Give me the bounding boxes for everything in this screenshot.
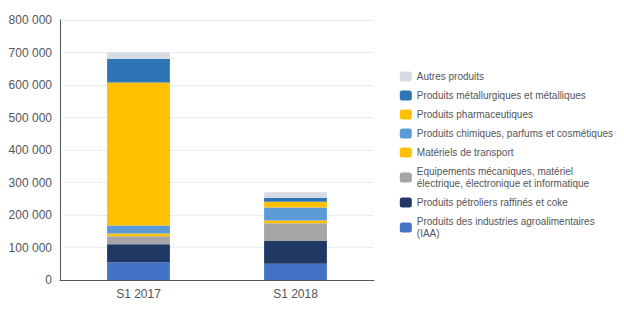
svg-text:Autres produits: Autres produits	[417, 71, 484, 82]
svg-text:200 000: 200 000	[9, 208, 53, 222]
svg-text:100 000: 100 000	[9, 241, 53, 255]
svg-text:500 000: 500 000	[9, 111, 53, 125]
svg-text:Matériels de transport: Matériels de transport	[417, 147, 514, 158]
svg-text:Produits des industries agroal: Produits des industries agroalimentaires	[417, 216, 595, 227]
svg-text:Produits chimiques, parfums et: Produits chimiques, parfums et cosmétiqu…	[417, 128, 613, 139]
svg-text:Produits pharmaceutiques: Produits pharmaceutiques	[417, 109, 533, 120]
svg-text:600 000: 600 000	[9, 78, 53, 92]
svg-text:(IAA): (IAA)	[417, 228, 440, 239]
svg-text:Produits pétroliers raffinés e: Produits pétroliers raffinés et coke	[417, 197, 568, 208]
svg-text:0: 0	[45, 273, 52, 287]
svg-text:700 000: 700 000	[9, 46, 53, 60]
svg-text:S1 2018: S1 2018	[273, 287, 318, 301]
svg-text:électrique, électronique et in: électrique, électronique et informatique	[417, 178, 590, 189]
svg-text:Equipements mécaniques, matéri: Equipements mécaniques, matériel	[417, 166, 573, 177]
svg-text:Produits métallurgiques et mét: Produits métallurgiques et métalliques	[417, 90, 586, 101]
svg-text:300 000: 300 000	[9, 176, 53, 190]
svg-text:800 000: 800 000	[9, 13, 53, 27]
svg-text:S1 2017: S1 2017	[116, 287, 161, 301]
svg-text:400 000: 400 000	[9, 143, 53, 157]
